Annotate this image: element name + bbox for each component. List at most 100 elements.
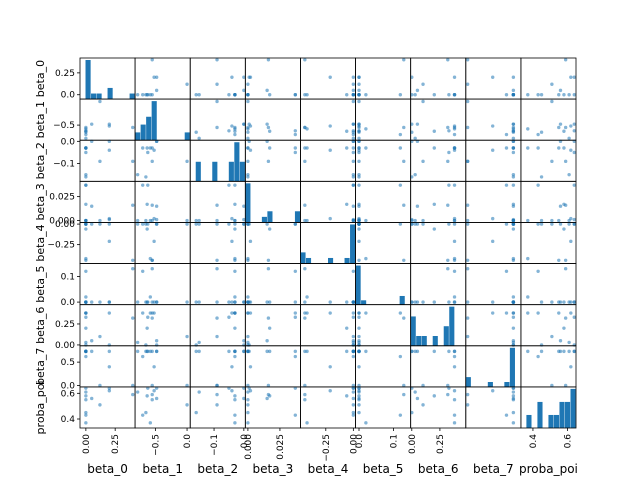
- xlabel-beta_0: beta_0: [87, 462, 128, 476]
- hist-bar-beta_0-9: [129, 93, 135, 100]
- point-beta_0-vs-proba_poi-9: [558, 88, 563, 93]
- point-beta_5-vs-beta_3-3: [293, 269, 298, 273]
- point-beta_7-vs-beta_1-11: [146, 349, 150, 354]
- point-beta_1-vs-beta_0-7: [107, 124, 112, 128]
- point-proba_poi-vs-beta_3-6: [246, 403, 250, 407]
- point-beta_6-vs-beta_0-0: [131, 316, 135, 320]
- point-beta_4-vs-beta_2-5: [233, 227, 237, 231]
- panel-frame-0-2: [189, 57, 246, 100]
- point-proba_poi-vs-beta_2-11: [227, 386, 231, 390]
- point-beta_1-vs-beta_3-7: [248, 124, 253, 128]
- point-proba_poi-vs-beta_0-1: [84, 390, 88, 394]
- point-beta_1-vs-beta_2-10: [233, 127, 237, 131]
- point-proba_poi-vs-beta_5-7: [357, 389, 361, 393]
- panel-frame-4-6: [410, 222, 467, 264]
- point-beta_3-vs-beta_6-11: [447, 183, 451, 187]
- panel-frame-7-0: [79, 345, 136, 388]
- panel-frame-6-4: [300, 304, 356, 347]
- point-beta_1-vs-beta_2-0: [215, 125, 219, 130]
- point-beta_2-vs-beta_1-5: [145, 146, 149, 150]
- point-beta_4-vs-beta_2-6: [215, 222, 219, 226]
- hist-bar-proba_poi-1: [526, 414, 532, 428]
- point-beta_1-vs-beta_3-10: [246, 127, 250, 131]
- point-beta_0-vs-proba_poi-3: [536, 93, 540, 97]
- point-beta_6-vs-beta_5-7: [357, 311, 361, 315]
- ylabel-beta_2: beta_2: [34, 142, 47, 179]
- point-beta_7-vs-beta_0-4: [107, 349, 112, 354]
- hist-bar-beta_5-8: [399, 295, 405, 305]
- point-beta_3-vs-beta_6-5: [432, 202, 436, 206]
- point-beta_6-vs-beta_4-0: [303, 316, 307, 320]
- point-beta_6-vs-beta_4-11: [351, 315, 356, 319]
- point-beta_4-vs-beta_5-2: [357, 258, 361, 262]
- point-beta_2-vs-beta_3-6: [246, 159, 250, 164]
- panel-frame-2-4: [300, 139, 356, 182]
- point-beta_3-vs-proba_poi-3: [536, 183, 540, 187]
- point-proba_poi-vs-beta_3-2: [246, 398, 250, 402]
- point-beta_0-vs-beta_1-4: [154, 75, 159, 79]
- point-beta_2-vs-proba_poi-10: [526, 146, 530, 150]
- point-beta_0-vs-beta_6-6: [421, 82, 425, 86]
- point-beta_3-vs-beta_4-5: [345, 202, 349, 206]
- ylabel-beta_0: beta_0: [34, 60, 47, 97]
- point-beta_4-vs-beta_1-6: [185, 222, 189, 226]
- point-beta_2-vs-beta_5-11: [357, 150, 361, 155]
- point-beta_2-vs-beta_6-1: [413, 172, 417, 177]
- point-beta_7-vs-beta_2-1: [197, 349, 201, 354]
- point-proba_poi-vs-beta_4-11: [351, 386, 356, 390]
- panel-frame-0-8: [520, 57, 577, 100]
- point-beta_7-vs-beta_2-9: [242, 349, 246, 354]
- point-beta_3-vs-beta_4-8: [351, 218, 356, 223]
- point-beta_7-vs-beta_3-9: [265, 349, 269, 354]
- point-beta_1-vs-beta_6-6: [421, 99, 425, 104]
- point-proba_poi-vs-beta_1-1: [135, 390, 140, 394]
- point-beta_5-vs-beta_4-7: [328, 300, 332, 304]
- point-beta_4-vs-beta_5-5: [357, 227, 361, 231]
- point-proba_poi-vs-beta_3-5: [267, 394, 272, 398]
- ytick-label-beta_6-1: 0.25: [55, 320, 75, 330]
- point-beta_0-vs-beta_7-9: [511, 88, 516, 93]
- panel-frame-5-7: [465, 263, 522, 306]
- point-beta_0-vs-proba_poi-11: [572, 93, 576, 97]
- panel-frame-6-3: [244, 304, 301, 347]
- point-beta_6-vs-beta_1-11: [146, 315, 150, 319]
- point-beta_2-vs-beta_0-8: [84, 175, 88, 179]
- point-beta_4-vs-beta_3-5: [267, 227, 272, 231]
- point-beta_6-vs-beta_7-9: [511, 339, 516, 343]
- point-beta_7-vs-beta_6-7: [452, 365, 457, 369]
- point-beta_5-vs-beta_2-11: [227, 300, 231, 304]
- point-beta_5-vs-proba_poi-11: [572, 300, 576, 304]
- point-beta_2-vs-beta_5-8: [357, 175, 361, 179]
- ytick-label-beta_0-0: 0.0: [61, 91, 76, 101]
- point-beta_6-vs-beta_7-5: [511, 326, 516, 330]
- panel-frame-3-8: [520, 180, 577, 223]
- panel-frame-4-4: [300, 222, 356, 264]
- point-beta_7-vs-beta_5-0: [402, 383, 406, 388]
- point-beta_2-vs-proba_poi-0: [563, 159, 568, 164]
- point-beta_2-vs-beta_1-3: [141, 146, 145, 150]
- point-beta_5-vs-beta_6-3: [452, 269, 457, 273]
- point-beta_5-vs-beta_2-3: [233, 269, 237, 273]
- panel-frame-6-1: [134, 304, 191, 347]
- point-beta_4-vs-beta_0-0: [131, 258, 135, 262]
- point-beta_3-vs-beta_7-0: [465, 203, 470, 207]
- ytick-label-beta_7-1: 0.5: [61, 358, 75, 368]
- hist-bar-proba_poi-5: [548, 414, 554, 428]
- xlabel-beta_4: beta_4: [308, 462, 349, 476]
- panel-frame-4-3: [244, 222, 301, 264]
- point-beta_0-vs-beta_5-11: [357, 93, 361, 97]
- point-beta_2-vs-beta_6-5: [432, 146, 436, 150]
- point-beta_6-vs-beta_2-1: [197, 340, 201, 345]
- point-beta_5-vs-beta_3-5: [267, 300, 272, 304]
- point-proba_poi-vs-beta_3-1: [246, 390, 250, 394]
- point-beta_7-vs-beta_5-10: [364, 349, 368, 354]
- panel-frame-3-3: [244, 180, 301, 223]
- xlabel-beta_7: beta_7: [473, 462, 514, 476]
- point-beta_0-vs-beta_5-10: [364, 93, 368, 97]
- point-proba_poi-vs-beta_4-9: [351, 396, 356, 401]
- point-beta_7-vs-beta_6-9: [415, 349, 420, 354]
- point-beta_7-vs-beta_1-3: [141, 354, 145, 359]
- panel-frame-6-2: [189, 304, 246, 347]
- ylabel-proba_poi: proba_poi: [34, 380, 47, 434]
